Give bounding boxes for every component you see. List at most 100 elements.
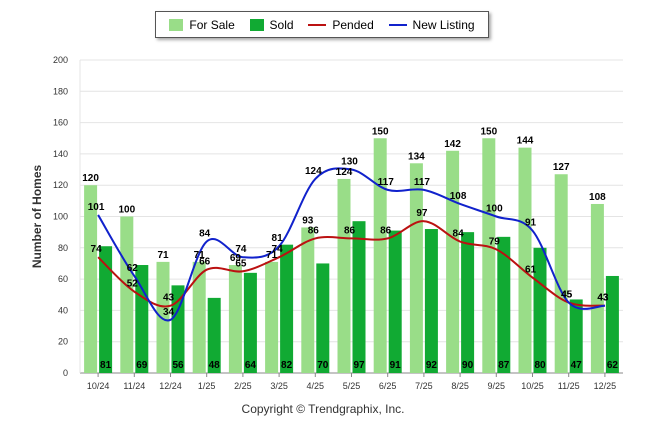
bar-sold bbox=[388, 230, 402, 373]
bar-for-sale bbox=[301, 227, 315, 373]
data-label-for-sale: 100 bbox=[118, 205, 135, 216]
data-label-new-listing: 130 bbox=[341, 157, 358, 168]
data-label-for-sale: 93 bbox=[302, 215, 314, 226]
x-tick-label: 10/24 bbox=[87, 381, 110, 391]
data-label-for-sale: 71 bbox=[157, 250, 169, 261]
data-label-pended: 65 bbox=[235, 258, 247, 269]
x-tick-label: 12/24 bbox=[159, 381, 182, 391]
x-tick-label: 1/25 bbox=[198, 381, 216, 391]
data-label-for-sale: 69 bbox=[230, 253, 242, 264]
data-label-new-listing: 117 bbox=[414, 177, 431, 188]
x-tick-label: 11/25 bbox=[558, 381, 580, 391]
data-label-sold: 87 bbox=[498, 360, 510, 371]
bar-sold bbox=[207, 297, 221, 373]
data-label-for-sale: 71 bbox=[266, 250, 278, 261]
bar-for-sale bbox=[120, 216, 134, 373]
data-label-for-sale: 150 bbox=[372, 126, 389, 137]
y-tick-label: 160 bbox=[53, 118, 68, 128]
legend: For Sale Sold Pended New Listing bbox=[155, 11, 489, 38]
y-tick-label: 0 bbox=[63, 368, 68, 378]
data-label-sold: 92 bbox=[426, 360, 438, 371]
data-label-pended: 79 bbox=[489, 236, 501, 247]
data-label-pended: 52 bbox=[127, 279, 139, 290]
x-tick-label: 6/25 bbox=[379, 381, 397, 391]
data-label-pended: 43 bbox=[597, 293, 609, 304]
data-label-for-sale: 144 bbox=[517, 136, 534, 147]
x-tick-label: 7/25 bbox=[415, 381, 433, 391]
legend-swatch-new-listing bbox=[388, 23, 407, 26]
data-label-sold: 82 bbox=[281, 360, 293, 371]
series-line-pended bbox=[97, 220, 605, 308]
data-label-for-sale: 142 bbox=[444, 139, 461, 150]
data-label-new-listing: 100 bbox=[486, 204, 503, 215]
data-label-new-listing: 108 bbox=[450, 191, 467, 202]
y-tick-label: 60 bbox=[58, 274, 68, 284]
legend-item-for-sale[interactable]: For Sale bbox=[169, 17, 235, 32]
data-label-new-listing: 45 bbox=[561, 290, 573, 301]
data-label-pended: 61 bbox=[525, 265, 537, 276]
data-label-for-sale: 108 bbox=[589, 192, 606, 203]
data-label-pended: 74 bbox=[91, 244, 103, 255]
bar-sold bbox=[171, 285, 185, 373]
y-tick-label: 180 bbox=[53, 86, 68, 96]
data-label-for-sale: 127 bbox=[553, 162, 570, 173]
y-axis-title: Number of Homes bbox=[30, 165, 44, 269]
bar-sold bbox=[533, 247, 547, 373]
data-label-sold: 70 bbox=[317, 360, 329, 371]
bar-sold bbox=[497, 236, 511, 373]
legend-item-sold[interactable]: Sold bbox=[249, 18, 294, 32]
x-tick-label: 9/25 bbox=[488, 381, 506, 391]
y-tick-label: 20 bbox=[58, 337, 68, 347]
data-label-sold: 47 bbox=[571, 360, 583, 371]
bar-for-sale bbox=[446, 150, 460, 373]
data-label-sold: 56 bbox=[172, 360, 184, 371]
bar-sold bbox=[280, 244, 294, 373]
data-label-for-sale: 120 bbox=[82, 173, 99, 184]
y-tick-label: 40 bbox=[58, 305, 68, 315]
bar-for-sale bbox=[409, 163, 423, 373]
bar-for-sale bbox=[156, 261, 170, 373]
data-label-new-listing: 62 bbox=[127, 263, 139, 274]
data-label-new-listing: 74 bbox=[235, 244, 247, 255]
data-label-sold: 64 bbox=[245, 360, 257, 371]
data-label-new-listing: 91 bbox=[525, 218, 537, 229]
x-tick-label: 5/25 bbox=[343, 381, 361, 391]
data-label-sold: 81 bbox=[100, 360, 112, 371]
data-label-for-sale: 71 bbox=[194, 250, 206, 261]
data-label-pended: 86 bbox=[308, 225, 320, 236]
legend-swatch-for-sale bbox=[169, 18, 184, 31]
data-label-pended: 97 bbox=[416, 208, 428, 219]
x-tick-label: 3/25 bbox=[270, 381, 288, 391]
y-tick-label: 200 bbox=[53, 55, 68, 65]
data-label-new-listing: 43 bbox=[597, 293, 609, 304]
x-tick-label: 10/25 bbox=[521, 381, 544, 391]
legend-item-pended[interactable]: Pended bbox=[308, 18, 374, 32]
data-label-sold: 69 bbox=[136, 360, 148, 371]
data-label-sold: 48 bbox=[209, 360, 221, 371]
bar-sold bbox=[605, 275, 619, 373]
data-label-for-sale: 134 bbox=[408, 151, 425, 162]
bar-for-sale bbox=[337, 178, 351, 373]
bar-for-sale bbox=[265, 261, 279, 373]
legend-item-new-listing[interactable]: New Listing bbox=[388, 18, 475, 32]
bar-sold bbox=[461, 232, 475, 373]
bar-for-sale bbox=[373, 138, 387, 373]
data-label-pended: 84 bbox=[453, 229, 465, 240]
data-label-pended: 66 bbox=[199, 257, 211, 268]
x-tick-label: 12/25 bbox=[594, 381, 617, 391]
bar-for-sale bbox=[192, 261, 206, 373]
bar-sold bbox=[316, 263, 330, 373]
data-label-new-listing: 84 bbox=[199, 229, 211, 240]
x-tick-label: 2/25 bbox=[234, 381, 252, 391]
x-tick-label: 11/24 bbox=[123, 381, 145, 391]
data-label-new-listing: 101 bbox=[88, 202, 105, 213]
data-label-sold: 90 bbox=[462, 360, 474, 371]
data-label-new-listing: 81 bbox=[272, 233, 284, 244]
data-label-new-listing: 117 bbox=[378, 177, 395, 188]
data-label-sold: 80 bbox=[534, 360, 546, 371]
bar-for-sale bbox=[518, 147, 532, 373]
bar-sold bbox=[424, 229, 438, 373]
data-label-new-listing: 34 bbox=[163, 307, 175, 318]
legend-label-for-sale: For Sale bbox=[189, 17, 235, 32]
